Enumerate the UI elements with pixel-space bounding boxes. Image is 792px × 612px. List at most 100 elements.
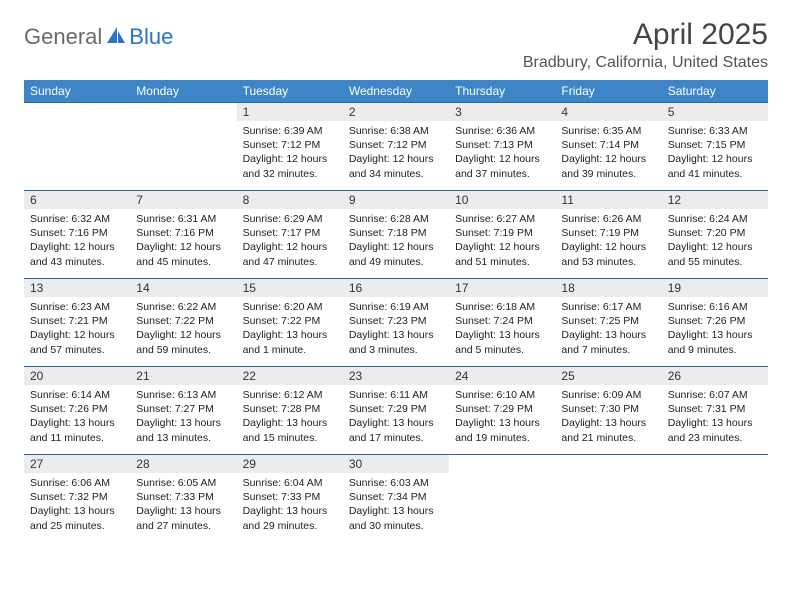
day-number: 10: [449, 191, 555, 209]
daylight-line: Daylight: 12 hours and 49 minutes.: [349, 240, 443, 268]
empty-cell: [555, 455, 661, 543]
day-body: Sunrise: 6:19 AMSunset: 7:23 PMDaylight:…: [343, 297, 449, 361]
sunset-line: Sunset: 7:19 PM: [561, 226, 655, 240]
day-number: 18: [555, 279, 661, 297]
day-cell: 30Sunrise: 6:03 AMSunset: 7:34 PMDayligh…: [343, 455, 449, 543]
sunset-line: Sunset: 7:22 PM: [136, 314, 230, 328]
day-body: Sunrise: 6:24 AMSunset: 7:20 PMDaylight:…: [662, 209, 768, 273]
daylight-line: Daylight: 13 hours and 13 minutes.: [136, 416, 230, 444]
sunset-line: Sunset: 7:26 PM: [668, 314, 762, 328]
sunrise-line: Sunrise: 6:35 AM: [561, 124, 655, 138]
day-number: 15: [237, 279, 343, 297]
empty-cell: [449, 455, 555, 543]
sunset-line: Sunset: 7:23 PM: [349, 314, 443, 328]
sunrise-line: Sunrise: 6:28 AM: [349, 212, 443, 226]
calendar-row: 20Sunrise: 6:14 AMSunset: 7:26 PMDayligh…: [24, 367, 768, 455]
day-cell: 11Sunrise: 6:26 AMSunset: 7:19 PMDayligh…: [555, 191, 661, 279]
day-body: Sunrise: 6:39 AMSunset: 7:12 PMDaylight:…: [237, 121, 343, 185]
daylight-line: Daylight: 12 hours and 51 minutes.: [455, 240, 549, 268]
sunrise-line: Sunrise: 6:20 AM: [243, 300, 337, 314]
sunset-line: Sunset: 7:16 PM: [30, 226, 124, 240]
daylight-line: Daylight: 12 hours and 43 minutes.: [30, 240, 124, 268]
sunrise-line: Sunrise: 6:18 AM: [455, 300, 549, 314]
day-cell: 5Sunrise: 6:33 AMSunset: 7:15 PMDaylight…: [662, 103, 768, 191]
sunrise-line: Sunrise: 6:24 AM: [668, 212, 762, 226]
daylight-line: Daylight: 12 hours and 41 minutes.: [668, 152, 762, 180]
sunset-line: Sunset: 7:26 PM: [30, 402, 124, 416]
sunset-line: Sunset: 7:32 PM: [30, 490, 124, 504]
day-body: Sunrise: 6:38 AMSunset: 7:12 PMDaylight:…: [343, 121, 449, 185]
day-number: 29: [237, 455, 343, 473]
day-cell: 9Sunrise: 6:28 AMSunset: 7:18 PMDaylight…: [343, 191, 449, 279]
day-cell: 6Sunrise: 6:32 AMSunset: 7:16 PMDaylight…: [24, 191, 130, 279]
daylight-line: Daylight: 13 hours and 3 minutes.: [349, 328, 443, 356]
day-cell: 24Sunrise: 6:10 AMSunset: 7:29 PMDayligh…: [449, 367, 555, 455]
day-cell: 26Sunrise: 6:07 AMSunset: 7:31 PMDayligh…: [662, 367, 768, 455]
sunset-line: Sunset: 7:30 PM: [561, 402, 655, 416]
day-number: 30: [343, 455, 449, 473]
day-body: Sunrise: 6:31 AMSunset: 7:16 PMDaylight:…: [130, 209, 236, 273]
day-number: 5: [662, 103, 768, 121]
sunrise-line: Sunrise: 6:31 AM: [136, 212, 230, 226]
sunrise-line: Sunrise: 6:13 AM: [136, 388, 230, 402]
daylight-line: Daylight: 13 hours and 21 minutes.: [561, 416, 655, 444]
daylight-line: Daylight: 13 hours and 17 minutes.: [349, 416, 443, 444]
day-body: Sunrise: 6:23 AMSunset: 7:21 PMDaylight:…: [24, 297, 130, 361]
day-number: 24: [449, 367, 555, 385]
day-number: 4: [555, 103, 661, 121]
sunset-line: Sunset: 7:20 PM: [668, 226, 762, 240]
sunset-line: Sunset: 7:12 PM: [243, 138, 337, 152]
day-body: Sunrise: 6:12 AMSunset: 7:28 PMDaylight:…: [237, 385, 343, 449]
daylight-line: Daylight: 12 hours and 47 minutes.: [243, 240, 337, 268]
day-body: Sunrise: 6:18 AMSunset: 7:24 PMDaylight:…: [449, 297, 555, 361]
dow-header: Monday: [130, 80, 236, 103]
day-cell: 10Sunrise: 6:27 AMSunset: 7:19 PMDayligh…: [449, 191, 555, 279]
day-number: 25: [555, 367, 661, 385]
sunrise-line: Sunrise: 6:03 AM: [349, 476, 443, 490]
day-cell: 1Sunrise: 6:39 AMSunset: 7:12 PMDaylight…: [237, 103, 343, 191]
day-cell: 8Sunrise: 6:29 AMSunset: 7:17 PMDaylight…: [237, 191, 343, 279]
sunset-line: Sunset: 7:12 PM: [349, 138, 443, 152]
day-body: Sunrise: 6:33 AMSunset: 7:15 PMDaylight:…: [662, 121, 768, 185]
location-text: Bradbury, California, United States: [523, 54, 768, 72]
sunset-line: Sunset: 7:14 PM: [561, 138, 655, 152]
calendar-body: 1Sunrise: 6:39 AMSunset: 7:12 PMDaylight…: [24, 103, 768, 543]
daylight-line: Daylight: 13 hours and 19 minutes.: [455, 416, 549, 444]
sunset-line: Sunset: 7:28 PM: [243, 402, 337, 416]
day-body: Sunrise: 6:26 AMSunset: 7:19 PMDaylight:…: [555, 209, 661, 273]
daylight-line: Daylight: 13 hours and 29 minutes.: [243, 504, 337, 532]
sunrise-line: Sunrise: 6:33 AM: [668, 124, 762, 138]
sunrise-line: Sunrise: 6:38 AM: [349, 124, 443, 138]
daylight-line: Daylight: 13 hours and 30 minutes.: [349, 504, 443, 532]
brand-logo: General Blue: [24, 24, 173, 50]
sunset-line: Sunset: 7:29 PM: [455, 402, 549, 416]
calendar-row: 13Sunrise: 6:23 AMSunset: 7:21 PMDayligh…: [24, 279, 768, 367]
day-body: Sunrise: 6:36 AMSunset: 7:13 PMDaylight:…: [449, 121, 555, 185]
day-cell: 17Sunrise: 6:18 AMSunset: 7:24 PMDayligh…: [449, 279, 555, 367]
day-cell: 23Sunrise: 6:11 AMSunset: 7:29 PMDayligh…: [343, 367, 449, 455]
daylight-line: Daylight: 13 hours and 11 minutes.: [30, 416, 124, 444]
sunrise-line: Sunrise: 6:05 AM: [136, 476, 230, 490]
brand-sail-icon: [106, 26, 126, 49]
daylight-line: Daylight: 13 hours and 23 minutes.: [668, 416, 762, 444]
sunrise-line: Sunrise: 6:06 AM: [30, 476, 124, 490]
day-cell: 20Sunrise: 6:14 AMSunset: 7:26 PMDayligh…: [24, 367, 130, 455]
day-number: 22: [237, 367, 343, 385]
calendar-row: 1Sunrise: 6:39 AMSunset: 7:12 PMDaylight…: [24, 103, 768, 191]
sunrise-line: Sunrise: 6:32 AM: [30, 212, 124, 226]
day-cell: 14Sunrise: 6:22 AMSunset: 7:22 PMDayligh…: [130, 279, 236, 367]
day-number: 20: [24, 367, 130, 385]
daylight-line: Daylight: 13 hours and 15 minutes.: [243, 416, 337, 444]
day-number: 23: [343, 367, 449, 385]
day-cell: 18Sunrise: 6:17 AMSunset: 7:25 PMDayligh…: [555, 279, 661, 367]
day-number: 7: [130, 191, 236, 209]
page-header: General Blue April 2025 Bradbury, Califo…: [24, 18, 768, 72]
sunset-line: Sunset: 7:29 PM: [349, 402, 443, 416]
day-body: Sunrise: 6:13 AMSunset: 7:27 PMDaylight:…: [130, 385, 236, 449]
day-cell: 12Sunrise: 6:24 AMSunset: 7:20 PMDayligh…: [662, 191, 768, 279]
day-body: Sunrise: 6:06 AMSunset: 7:32 PMDaylight:…: [24, 473, 130, 537]
sunset-line: Sunset: 7:19 PM: [455, 226, 549, 240]
brand-text-general: General: [24, 24, 102, 50]
day-body: Sunrise: 6:32 AMSunset: 7:16 PMDaylight:…: [24, 209, 130, 273]
day-cell: 15Sunrise: 6:20 AMSunset: 7:22 PMDayligh…: [237, 279, 343, 367]
